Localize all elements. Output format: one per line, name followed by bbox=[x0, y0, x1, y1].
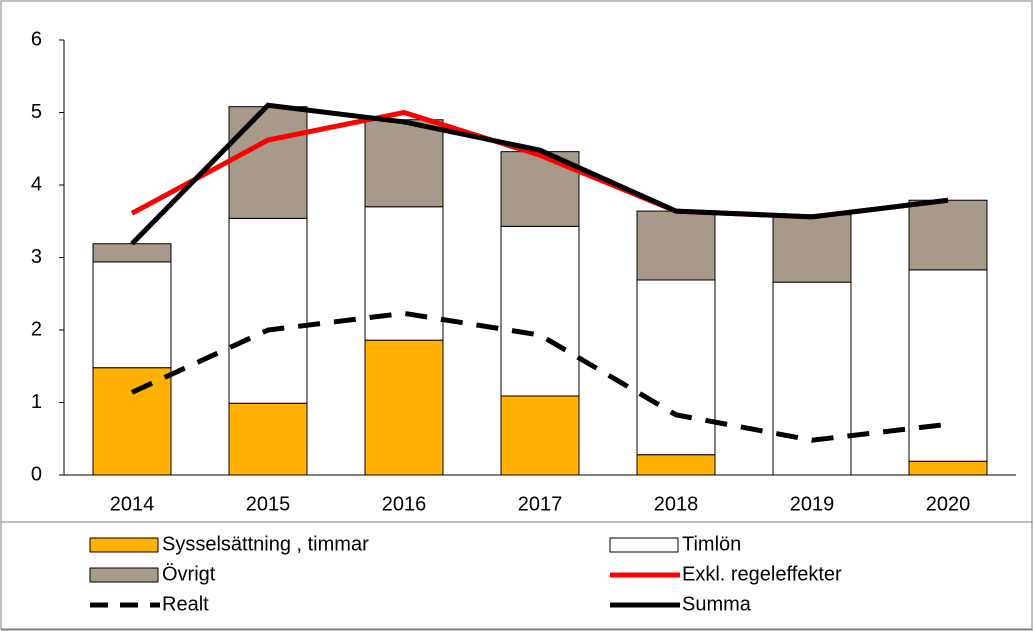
bar bbox=[92, 261, 172, 369]
bar bbox=[92, 367, 172, 476]
legend-label: Övrigt bbox=[162, 563, 216, 585]
y-tick-label: 6 bbox=[31, 28, 42, 50]
legend-swatch bbox=[609, 537, 679, 553]
legend-swatch bbox=[89, 537, 159, 553]
legend-label: Exkl. regeleffekter bbox=[682, 563, 842, 585]
bar bbox=[364, 119, 444, 208]
legend-label: Sysselsättning , timmar bbox=[162, 533, 369, 555]
bar bbox=[636, 279, 716, 456]
x-tick-label: 2017 bbox=[518, 493, 563, 515]
bar bbox=[636, 210, 716, 281]
bar bbox=[772, 281, 852, 476]
x-tick-label: 2016 bbox=[382, 493, 427, 515]
y-tick-label: 1 bbox=[31, 391, 42, 413]
bar bbox=[228, 106, 308, 219]
x-tick-label: 2014 bbox=[110, 493, 155, 515]
bar bbox=[500, 225, 580, 397]
y-tick-label: 2 bbox=[31, 318, 42, 340]
legend-swatch bbox=[89, 567, 159, 583]
bar bbox=[364, 206, 444, 341]
bar bbox=[908, 460, 988, 476]
bar bbox=[908, 269, 988, 462]
x-tick-label: 2020 bbox=[926, 493, 971, 515]
y-tick-label: 3 bbox=[31, 246, 42, 268]
legend-label: Summa bbox=[682, 593, 752, 615]
bar bbox=[636, 454, 716, 476]
line bbox=[130, 310, 949, 443]
bar bbox=[92, 243, 172, 263]
line bbox=[130, 102, 949, 246]
bar bbox=[228, 402, 308, 476]
legend-label: Timlön bbox=[682, 533, 741, 555]
x-tick-label: 2018 bbox=[654, 493, 699, 515]
bar bbox=[228, 217, 308, 404]
legend-label: Realt bbox=[162, 593, 209, 615]
y-tick-label: 4 bbox=[31, 173, 42, 195]
y-tick-label: 5 bbox=[31, 101, 42, 123]
bar bbox=[908, 199, 988, 271]
bar bbox=[500, 395, 580, 476]
x-tick-label: 2019 bbox=[790, 493, 835, 515]
bar bbox=[772, 214, 852, 283]
y-tick-label: 0 bbox=[31, 463, 42, 485]
bar bbox=[364, 339, 444, 476]
x-tick-label: 2015 bbox=[246, 493, 291, 515]
